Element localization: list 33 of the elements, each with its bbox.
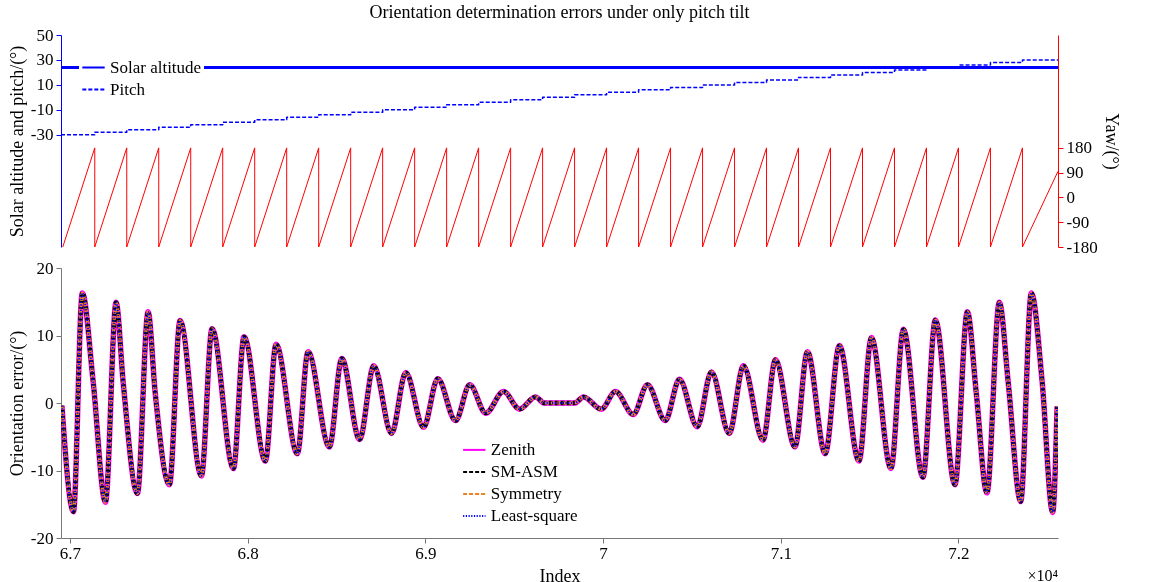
y-axis-title: Solar altitude and pitch/(°) <box>6 45 28 238</box>
y-tick-label: 0 <box>45 393 54 413</box>
x-tick-label: 6.8 <box>237 543 259 563</box>
x-axis-title: Index <box>539 565 581 582</box>
y-tick-label: -10 <box>30 461 54 480</box>
y-tick-label: -20 <box>30 528 54 548</box>
legend-label: Least-square <box>490 505 578 525</box>
y-tick-label: 30 <box>36 50 54 70</box>
y-tick-label: -30 <box>30 125 54 145</box>
x-tick-label: 7.2 <box>948 543 970 563</box>
x-tick-label: 6.9 <box>415 543 437 563</box>
y-tick-label: 20 <box>36 258 54 278</box>
y-tick-label: 50 <box>36 25 54 45</box>
y-axis-title: Orientation error/(°) <box>6 330 28 477</box>
x-tick-label: 7 <box>599 543 609 563</box>
legend-label: SM-ASM <box>490 461 558 481</box>
text: ×10⁴ <box>1027 567 1059 582</box>
y2-tick-label: 90 <box>1066 163 1084 183</box>
chart-title: Orientation determination errors under only pitch tilt <box>369 2 750 22</box>
y-tick-label: 10 <box>36 326 54 345</box>
legend-label: Solar altitude <box>110 57 202 77</box>
y2-tick-label: -90 <box>1066 212 1090 232</box>
y2-tick-label: 180 <box>1066 138 1092 158</box>
y-tick-label: 10 <box>36 75 54 95</box>
x-tick-label: 7.1 <box>770 543 792 563</box>
x-tick-label: 6.7 <box>59 543 82 563</box>
y-tick-label: -10 <box>30 100 54 120</box>
legend-label: Pitch <box>110 79 146 99</box>
y2-tick-label: 0 <box>1066 187 1075 207</box>
legend-label: Zenith <box>490 439 536 459</box>
legend-label: Symmetry <box>490 483 563 503</box>
y2-axis-title: Yaw/(°) <box>1100 113 1122 170</box>
y2-tick-label: -180 <box>1066 237 1098 257</box>
